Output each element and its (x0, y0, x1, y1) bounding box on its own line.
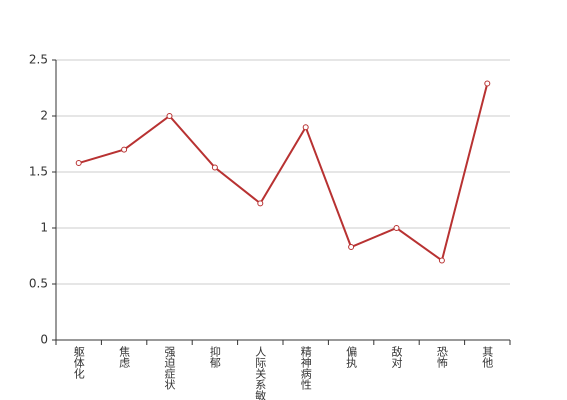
marker (302, 124, 309, 131)
line (78, 83, 489, 263)
marker (211, 164, 218, 171)
marker (121, 146, 128, 153)
x-tick-label: 强迫症状 (163, 346, 176, 390)
x-tick-label: 躯体化 (72, 346, 85, 380)
marker (257, 200, 264, 207)
marker (484, 80, 491, 87)
marker (75, 160, 82, 167)
y-tick-label: 0.5 (29, 277, 48, 291)
marker (348, 244, 355, 251)
x-tick-label: 抑郁 (208, 345, 221, 368)
y-tick-label: 0 (40, 333, 48, 347)
marker (166, 113, 173, 119)
y-tick-label: 1.5 (29, 165, 48, 179)
y-tick-label: 1 (40, 221, 48, 235)
x-tick-label: 恐怖 (435, 346, 448, 368)
x-tick-label: 其他 (481, 346, 494, 368)
marker (438, 257, 445, 264)
y-tick-label: 2.5 (29, 53, 48, 67)
x-tick-label: 偏执 (345, 345, 358, 369)
x-tick-label: 焦虑 (118, 346, 131, 368)
x-tick-label: 精神病性 (299, 346, 312, 391)
y-tick-label: 2 (40, 109, 48, 123)
marker (393, 225, 400, 231)
x-tick-label: 人际关系敏感 (254, 346, 267, 400)
x-tick-label: 敌对 (390, 345, 403, 368)
